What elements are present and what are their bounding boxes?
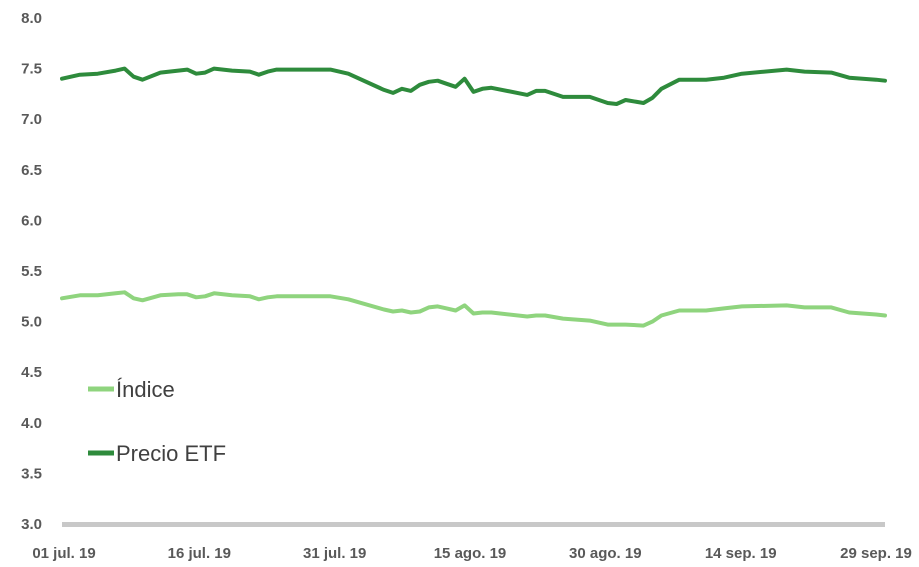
y-tick-label: 6.0 [21,212,42,229]
legend-label-precio: Precio ETF [116,441,226,466]
x-tick-label: 16 jul. 19 [168,545,231,562]
series-lines [60,66,887,328]
y-tick-label: 7.0 [21,111,42,128]
legend: Índice Precio ETF [88,377,226,466]
x-axis-ticks: 01 jul. 19 16 jul. 19 31 jul. 19 15 ago. 19… [32,545,912,562]
y-tick-label: 4.5 [21,364,42,381]
y-tick-label: 6.5 [21,162,42,179]
y-tick-label: 5.5 [21,263,42,280]
x-tick-label: 31 jul. 19 [303,545,366,562]
x-tick-label: 01 jul. 19 [32,545,95,562]
legend-label-indice: Índice [116,377,175,402]
x-tick-label: 14 sep. 19 [705,545,777,562]
y-tick-label: 5.0 [21,314,42,331]
x-tick-label: 29 sep. 19 [840,545,912,562]
y-tick-label: 8.0 [21,10,42,27]
series-line-indice [60,290,887,328]
y-tick-label: 4.0 [21,415,42,432]
y-axis-ticks: 3.0 3.5 4.0 4.5 5.0 5.5 6.0 6.5 7.0 7.5 8.0 [21,10,42,533]
y-tick-label: 3.5 [21,465,42,482]
x-tick-label: 15 ago. 19 [434,545,507,562]
x-tick-label: 30 ago. 19 [569,545,642,562]
series-line-precio-etf [60,66,887,106]
y-tick-label: 3.0 [21,516,42,533]
y-tick-label: 7.5 [21,61,42,78]
